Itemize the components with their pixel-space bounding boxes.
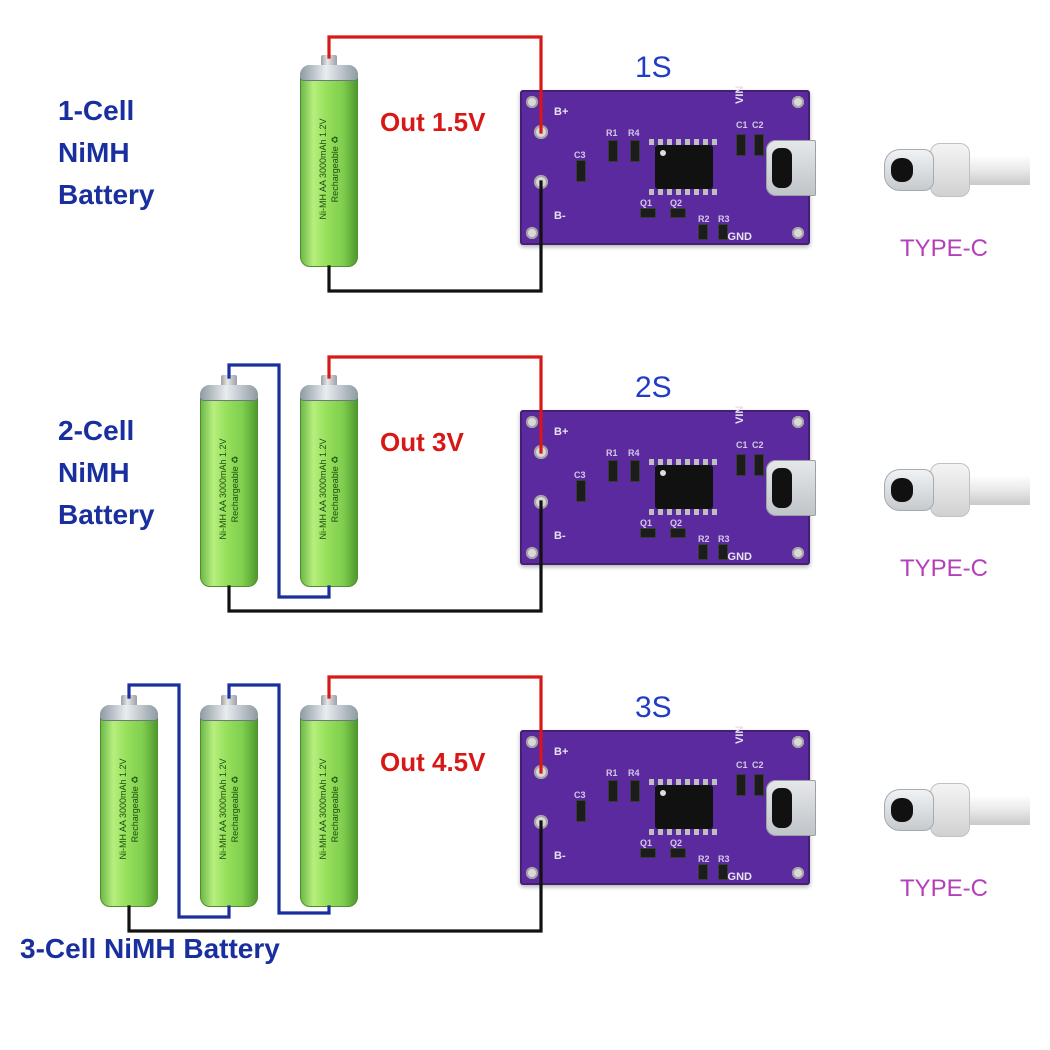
battery-cell: Ni-MH AA 3000mAh 1.2VRechargeable ♻: [200, 375, 258, 587]
battery-text: Ni-MH AA 3000mAh 1.2V: [218, 439, 228, 540]
charger-pcb: B+B-VINGNDC3R1R4C1C2Q1Q2R2R3: [520, 90, 810, 245]
config-title: 3-Cell NiMH Battery: [20, 933, 280, 965]
config-row-2s: Ni-MH AA 3000mAh 1.2VRechargeable ♻Ni-MH…: [0, 335, 1050, 665]
output-voltage-label: Out 1.5V: [380, 107, 485, 138]
config-title: 2-CellNiMHBattery: [58, 410, 154, 536]
battery-cell: Ni-MH AA 3000mAh 1.2VRechargeable ♻: [100, 695, 158, 907]
battery-text: Ni-MH AA 3000mAh 1.2V: [318, 119, 328, 220]
battery-cell: Ni-MH AA 3000mAh 1.2VRechargeable ♻: [300, 375, 358, 587]
battery-text: Ni-MH AA 3000mAh 1.2V: [318, 439, 328, 540]
typec-label: TYPE-C: [900, 235, 988, 263]
battery-text: Rechargeable ♻: [230, 776, 240, 843]
config-code: 3S: [635, 691, 672, 725]
charger-pcb: B+B-VINGNDC3R1R4C1C2Q1Q2R2R3: [520, 730, 810, 885]
battery-text: Rechargeable ♻: [130, 776, 140, 843]
battery-text: Ni-MH AA 3000mAh 1.2V: [118, 759, 128, 860]
battery-cell: Ni-MH AA 3000mAh 1.2VRechargeable ♻: [300, 695, 358, 907]
battery-text: Rechargeable ♻: [330, 456, 340, 523]
charger-pcb: B+B-VINGNDC3R1R4C1C2Q1Q2R2R3: [520, 410, 810, 565]
battery-cell: Ni-MH AA 3000mAh 1.2VRechargeable ♻: [300, 55, 358, 267]
output-voltage-label: Out 4.5V: [380, 747, 485, 778]
config-row-3s: Ni-MH AA 3000mAh 1.2VRechargeable ♻Ni-MH…: [0, 655, 1050, 985]
battery-text: Rechargeable ♻: [230, 456, 240, 523]
typec-label: TYPE-C: [900, 875, 988, 903]
config-code: 1S: [635, 51, 672, 85]
output-voltage-label: Out 3V: [380, 427, 464, 458]
typec-label: TYPE-C: [900, 555, 988, 583]
config-code: 2S: [635, 371, 672, 405]
usb-c-plug: [880, 755, 1030, 865]
battery-text: Rechargeable ♻: [330, 776, 340, 843]
usb-c-plug: [880, 115, 1030, 225]
usb-c-plug: [880, 435, 1030, 545]
config-row-1s: Ni-MH AA 3000mAh 1.2VRechargeable ♻ B+B-V…: [0, 15, 1050, 345]
battery-cell: Ni-MH AA 3000mAh 1.2VRechargeable ♻: [200, 695, 258, 907]
battery-text: Rechargeable ♻: [330, 136, 340, 203]
config-title: 1-CellNiMHBattery: [58, 90, 154, 216]
battery-text: Ni-MH AA 3000mAh 1.2V: [218, 759, 228, 860]
battery-text: Ni-MH AA 3000mAh 1.2V: [318, 759, 328, 860]
